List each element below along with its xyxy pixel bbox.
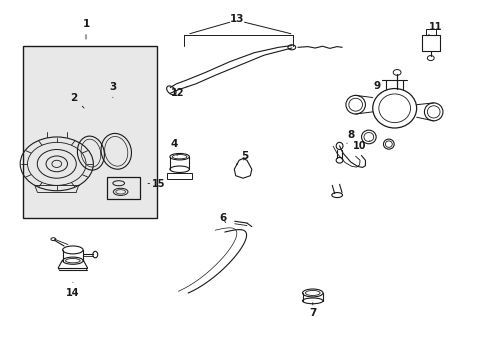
Text: 14: 14 [66, 282, 80, 298]
Text: 7: 7 [308, 303, 316, 318]
Text: 3: 3 [109, 82, 116, 98]
Text: 2: 2 [70, 93, 84, 108]
Text: 5: 5 [241, 150, 247, 161]
Text: 1: 1 [82, 19, 89, 39]
Bar [425, 30, 435, 35]
Bar [167, 173, 191, 179]
Text: 12: 12 [170, 87, 186, 98]
Text: 8: 8 [346, 130, 354, 143]
Bar [107, 177, 140, 199]
Text: 10: 10 [353, 140, 369, 151]
Text: 9: 9 [373, 81, 380, 94]
Text: 4: 4 [170, 139, 177, 156]
Bar [22, 45, 157, 218]
Text: 13: 13 [229, 14, 244, 24]
Text: 15: 15 [148, 179, 165, 189]
Bar [421, 35, 439, 51]
Text: 11: 11 [428, 22, 442, 35]
Text: 6: 6 [219, 213, 226, 223]
